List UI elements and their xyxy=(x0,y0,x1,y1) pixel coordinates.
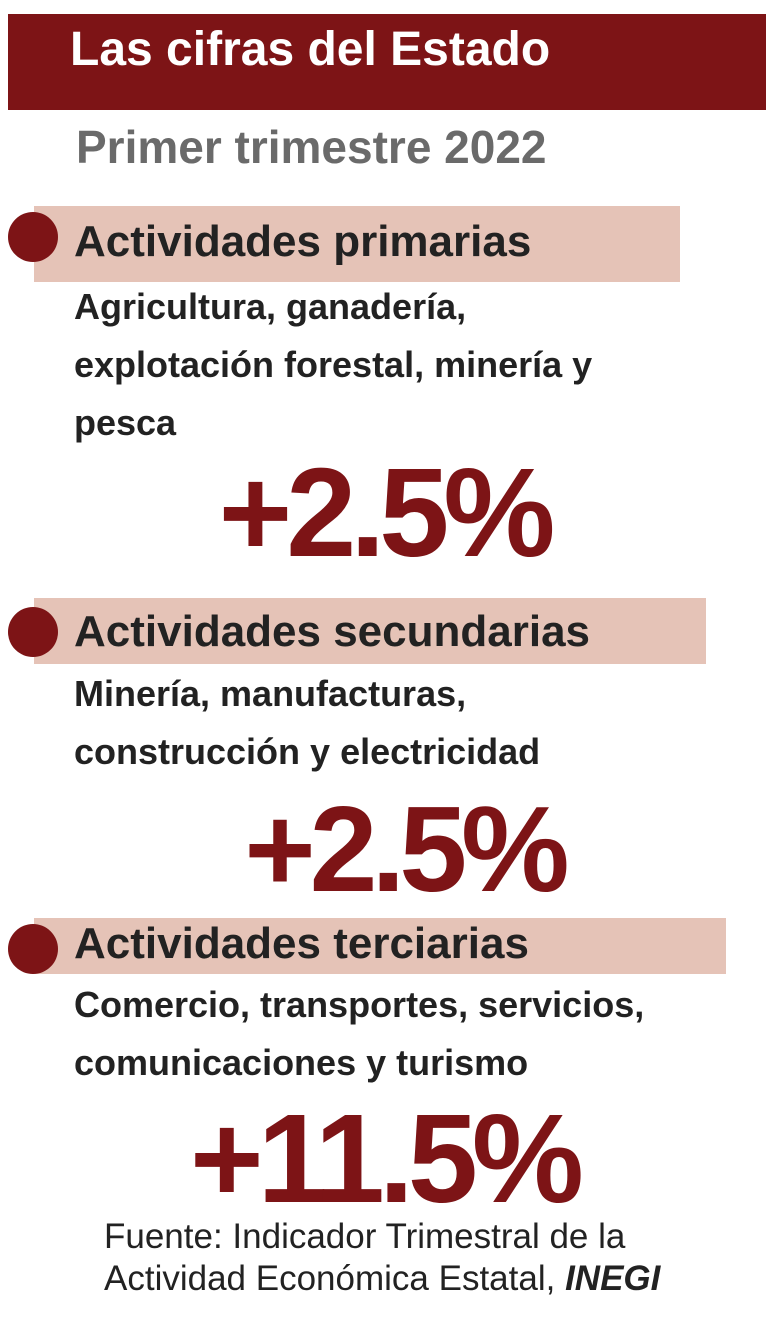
bullet-icon xyxy=(8,607,58,657)
page-subtitle: Primer trimestre 2022 xyxy=(76,121,547,173)
value-terciarias: +11.5% xyxy=(190,1088,584,1229)
source-note: Fuente: Indicador Trimestral de la Activ… xyxy=(104,1216,660,1300)
description-line: comunicaciones y turismo xyxy=(74,1042,529,1083)
section-description-secundarias: Minería, manufacturas, construcción y el… xyxy=(74,665,540,781)
bullet-icon xyxy=(8,924,58,974)
value-primarias: +2.5% xyxy=(218,442,556,583)
description-line: construcción y electricidad xyxy=(74,731,541,772)
section-description-terciarias: Comercio, transportes, servicios, comuni… xyxy=(74,976,644,1092)
section-title-terciarias: Actividades terciarias xyxy=(74,919,529,968)
page-title: Las cifras del Estado xyxy=(70,23,551,76)
value-secundarias: +2.5% xyxy=(244,781,569,917)
description-line: Agricultura, ganadería, xyxy=(74,286,467,327)
section-band-terciarias xyxy=(34,918,726,974)
description-line: pesca xyxy=(74,402,177,443)
section-description-primarias: Agricultura, ganadería, explotación fore… xyxy=(74,278,592,452)
source-text: Actividad Económica Estatal, xyxy=(104,1259,566,1298)
source-organization: INEGI xyxy=(565,1259,661,1298)
source-line: Fuente: Indicador Trimestral de la xyxy=(104,1217,626,1256)
description-line: Comercio, transportes, servicios, xyxy=(74,984,645,1025)
description-line: Minería, manufacturas, xyxy=(74,673,467,714)
section-title-secundarias: Actividades secundarias xyxy=(74,607,591,656)
header-bar xyxy=(8,14,766,110)
section-band-primarias xyxy=(34,206,680,282)
source-line: Actividad Económica Estatal, INEGI xyxy=(104,1258,660,1300)
section-band-secundarias xyxy=(34,598,706,664)
section-title-primarias: Actividades primarias xyxy=(74,217,532,266)
bullet-icon xyxy=(8,212,58,262)
description-line: explotación forestal, minería y xyxy=(74,344,593,385)
